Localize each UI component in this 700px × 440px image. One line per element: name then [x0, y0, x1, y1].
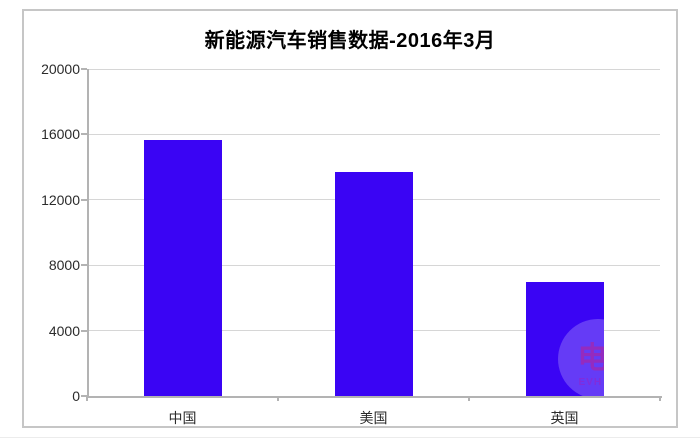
- x-axis-category-label: 英国: [550, 410, 579, 426]
- x-axis-category-label: 美国: [359, 410, 388, 426]
- y-axis-tick-label: 20000: [41, 61, 80, 77]
- plot-area: 电 EVH: [87, 68, 660, 396]
- y-axis-tick-label: 0: [72, 388, 80, 404]
- chart-frame: 新能源汽车销售数据-2016年3月 电 EVH 0 4000 8000 12000 160…: [22, 9, 678, 428]
- y-axis-tick-label: 16000: [41, 126, 80, 143]
- x-axis-tick: [659, 396, 661, 401]
- y-axis-tick: [81, 329, 87, 332]
- watermark-glyph: 电: [577, 342, 604, 375]
- x-axis-tick: [277, 396, 279, 401]
- chart-title: 新能源汽车销售数据-2016年3月: [204, 30, 496, 52]
- x-axis-tick: [86, 396, 88, 401]
- y-axis-tick-label: 8000: [48, 257, 80, 274]
- gridline: [87, 68, 660, 70]
- y-axis-line: [87, 69, 89, 398]
- x-axis-category-label: 中国: [168, 410, 197, 426]
- y-axis-tick: [81, 264, 87, 267]
- y-axis-tick-label: 4000: [48, 322, 80, 339]
- gridline: [87, 133, 660, 135]
- bar-中国: [143, 140, 222, 396]
- x-axis-tick: [468, 396, 470, 401]
- y-axis-tick: [81, 133, 87, 136]
- y-axis-tick: [81, 68, 87, 70]
- y-axis-tick: [81, 395, 87, 397]
- watermark-text: EVH: [578, 377, 603, 388]
- y-axis-tick-label: 12000: [41, 191, 80, 208]
- bar-英国: 电 EVH: [525, 281, 604, 396]
- bar-美国: [334, 172, 413, 396]
- y-axis-tick: [81, 198, 87, 201]
- x-axis-line: [87, 396, 662, 398]
- page-bottom-edge: [0, 437, 700, 438]
